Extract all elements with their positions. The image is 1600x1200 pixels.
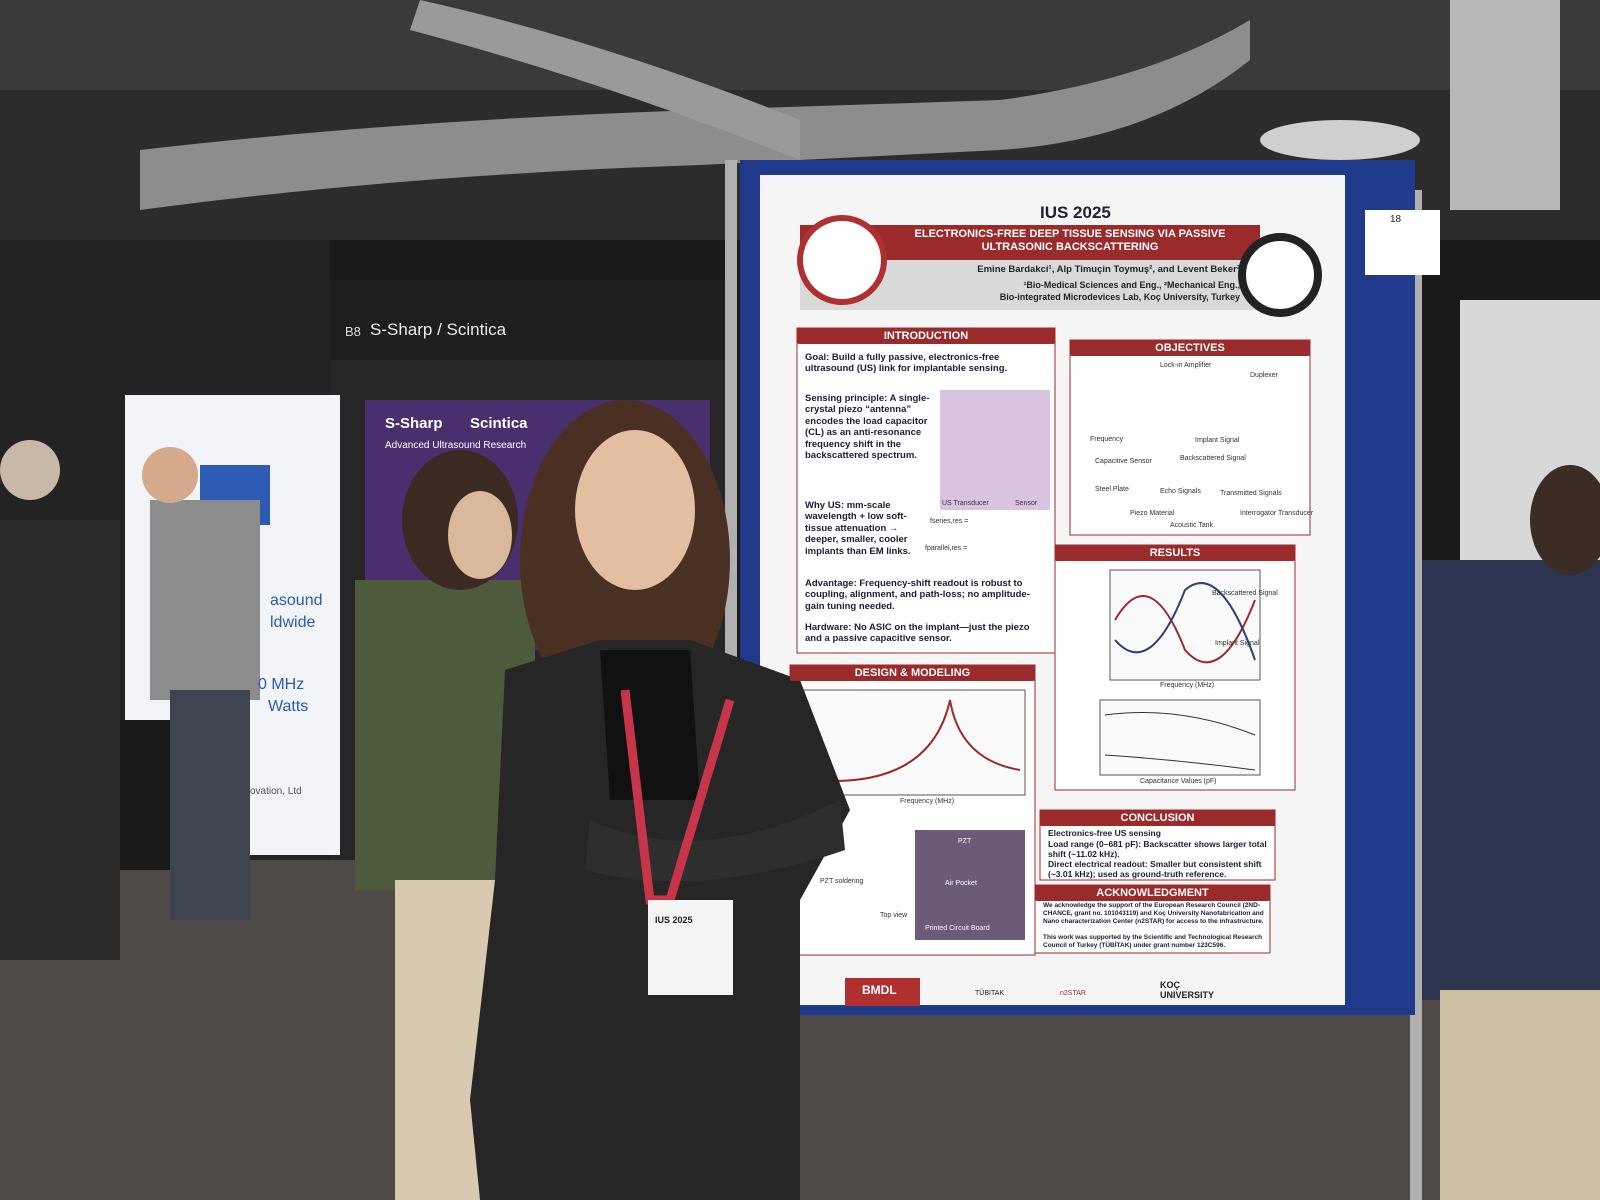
plot-label: Frequency (MHz) — [1160, 682, 1215, 689]
logo-bmdl-footer — [845, 978, 920, 1006]
plot-curve — [1104, 712, 1256, 736]
person-bg — [1420, 560, 1600, 1000]
diagram-label: Piezo Material — [1130, 510, 1175, 517]
banner-brand: S-Sharp — [385, 415, 443, 432]
booth-header — [330, 280, 730, 360]
logo-koc — [797, 215, 887, 305]
design-image — [915, 830, 1025, 940]
figure-label: US Transducer — [942, 500, 989, 507]
bullet: This work was supported by the Scientifi… — [1043, 934, 1263, 949]
bullet: We acknowledge the support of the Europe… — [1043, 902, 1264, 925]
diagram-label: Backscattered Signal — [1180, 455, 1246, 462]
poster-authors: Emine Bardakci¹, Alp Timuçin Toymuş², an… — [977, 264, 1240, 275]
ceiling-light — [1260, 120, 1420, 160]
booth-name: S-Sharp / Scintica — [370, 320, 507, 339]
banner-text: Watts — [268, 698, 309, 715]
section-heading: CONCLUSION — [1040, 810, 1275, 826]
results-plot — [1109, 569, 1261, 681]
bullet: Load range (0–681 pF): Backscatter shows… — [1048, 839, 1267, 860]
image-label: PZT — [958, 838, 972, 845]
bullet: Electronics-free US sensing — [1048, 828, 1161, 838]
board-number: 18 — [1390, 214, 1402, 225]
ceiling-panel — [0, 0, 1600, 90]
diagram-label: Implant Signal — [1195, 437, 1240, 444]
logo-bmdl — [1238, 233, 1322, 317]
diagram-label: Interrogator Transducer — [1240, 510, 1314, 517]
plot-label: Backscattered Signal — [1212, 590, 1278, 597]
board-label — [1365, 210, 1440, 275]
diagram-label: Lock-in Amplifier — [1160, 362, 1212, 369]
diagram-label: Echo Signals — [1160, 488, 1201, 495]
poster-title: ELECTRONICS-FREE DEEP TISSUE SENSING VIA… — [914, 228, 1226, 253]
diagram-label: PZT soldering — [820, 878, 864, 885]
crossed-arms — [585, 800, 845, 882]
plot-label: Frequency (MHz) — [900, 798, 955, 805]
objectives-box — [1069, 339, 1311, 536]
person-bg — [0, 520, 120, 960]
section-heading: OBJECTIVES — [1070, 340, 1310, 356]
banner-text: 0 MHz — [258, 676, 305, 693]
diagram-label: Capacitive Sensor — [1095, 458, 1152, 465]
formula: fseries,res = — [930, 518, 969, 525]
plot-label: Capacitance Values (pF) — [1140, 778, 1217, 785]
logo-text: BMDL — [862, 983, 897, 997]
image-label: Printed Circuit Board — [925, 925, 990, 932]
banner-text: ldwide — [270, 614, 316, 631]
plot-curve — [1114, 582, 1256, 661]
person-bg-head — [1530, 465, 1600, 575]
plot-curve — [1114, 595, 1256, 664]
diagram-label: Top view — [880, 912, 908, 919]
badge-text: IUS 2025 — [655, 915, 693, 925]
person-bg — [1440, 990, 1600, 1200]
conference: IUS 2025 — [1040, 203, 1111, 222]
section-heading: RESULTS — [1055, 545, 1295, 561]
bullet: Advantage: Frequency-shift readout is ro… — [805, 578, 1030, 612]
duct — [410, 0, 800, 160]
booth-number: B8 — [345, 324, 361, 339]
affiliation: Bio-integrated Microdevices Lab, Koç Uni… — [999, 292, 1240, 302]
figure-label: Sensor — [1015, 500, 1038, 507]
plot-curve — [1104, 754, 1256, 771]
bullet: Hardware: No ASIC on the implant—just th… — [805, 622, 1030, 645]
results-plot — [1099, 699, 1261, 776]
person-bg — [170, 690, 250, 920]
bullet: Sensing principle: A single-crystal piez… — [805, 393, 930, 461]
diagram-label: Transmitted Signals — [1220, 490, 1282, 497]
face — [575, 430, 695, 590]
banner-text: asound — [270, 592, 323, 609]
banner-text: ovation, Ltd — [250, 786, 302, 797]
bullet: Goal: Build a fully passive, electronics… — [805, 352, 1008, 375]
person-bg — [150, 500, 260, 700]
cable-tray — [1450, 0, 1560, 210]
plot-label: Implant Signal — [1215, 640, 1260, 647]
bullet: Why US: mm-scale wavelength + low soft-t… — [805, 500, 911, 557]
diagram-label: Duplexer — [1250, 372, 1279, 379]
banner-tagline: Advanced Ultrasound Research — [385, 440, 527, 451]
section-heading: DESIGN & MODELING — [790, 665, 1035, 681]
intro-figure — [940, 390, 1050, 510]
image-label: Air Pocket — [945, 880, 977, 887]
affiliation: ¹Bio-Medical Sciences and Eng., ²Mechani… — [1023, 280, 1240, 290]
banner-brand: Scintica — [470, 415, 528, 432]
logo-text: KOÇ UNIVERSITY — [1160, 980, 1215, 1001]
logo-text: TÜBİTAK — [975, 990, 1005, 997]
diagram-label: Acoustic Tank — [1170, 522, 1214, 529]
person-bg-head — [142, 447, 198, 503]
logo-text: n2STAR — [1060, 990, 1086, 997]
formula: fparallel,res = — [925, 545, 968, 552]
person-bg-head — [448, 491, 512, 579]
section-heading: INTRODUCTION — [797, 328, 1055, 344]
plot-curve — [809, 699, 1021, 782]
person-bg-head — [0, 440, 60, 500]
diagram-label: Steel Plate — [1095, 486, 1129, 493]
badge — [648, 900, 733, 995]
bullet: Direct electrical readout: Smaller but c… — [1048, 859, 1262, 880]
top — [600, 650, 700, 800]
section-heading: ACKNOWLEDGMENT — [1035, 885, 1270, 901]
diagram-label: Frequency — [1090, 436, 1124, 443]
